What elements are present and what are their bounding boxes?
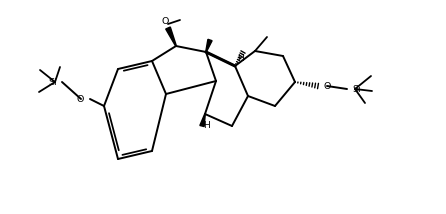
- Text: O: O: [77, 95, 84, 104]
- Text: Si: Si: [48, 77, 57, 86]
- Text: Si: Si: [352, 85, 361, 94]
- Polygon shape: [206, 39, 212, 52]
- Text: O: O: [323, 82, 330, 91]
- Text: H: H: [204, 122, 211, 131]
- Text: H: H: [237, 54, 244, 62]
- Polygon shape: [166, 27, 176, 46]
- Polygon shape: [200, 114, 205, 126]
- Text: O: O: [161, 16, 169, 25]
